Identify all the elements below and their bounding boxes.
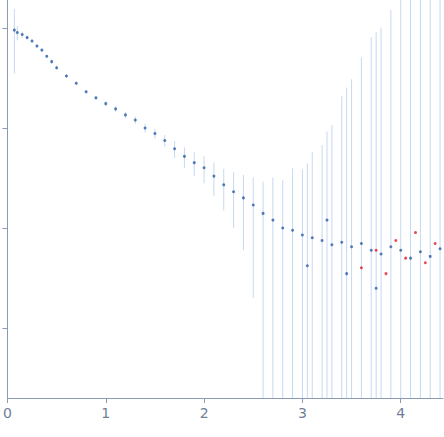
- svg-text:4: 4: [396, 405, 405, 421]
- svg-text:3: 3: [298, 405, 307, 421]
- svg-text:1: 1: [101, 405, 110, 421]
- svg-text:2: 2: [200, 405, 209, 421]
- svg-text:0: 0: [3, 405, 12, 421]
